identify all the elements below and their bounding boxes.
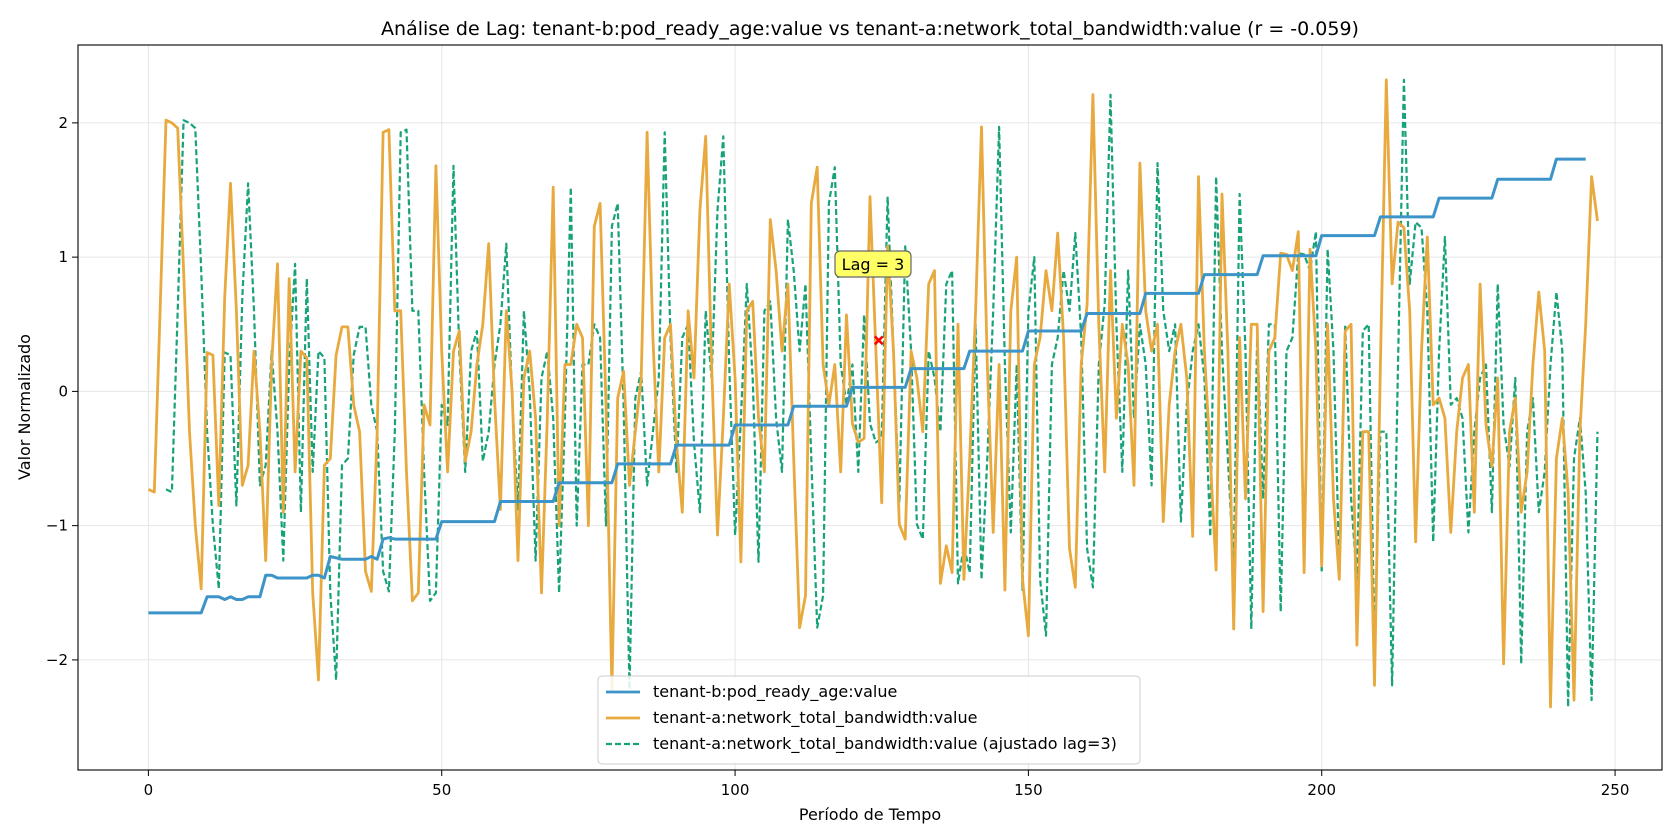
- x-tick-label: 150: [1014, 781, 1043, 799]
- lag-annotation: Lag = 3: [834, 250, 912, 278]
- axis-ticks: 0 50 100 150 200 250 −2 −1 0 1 2: [46, 114, 1630, 799]
- legend-label-bandwidth: tenant-a:network_total_bandwidth:value: [653, 708, 977, 728]
- marker-group: [873, 335, 884, 346]
- y-tick-label: 0: [58, 382, 68, 400]
- x-tick-label: 250: [1601, 781, 1630, 799]
- x-tick-label: 100: [721, 781, 750, 799]
- series-line-bandwidth-lagged: [165, 78, 1599, 709]
- annotation-text: Lag = 3: [842, 255, 905, 274]
- y-tick-label: 1: [58, 248, 68, 266]
- series-line-pod-ready-age: [148, 157, 1586, 615]
- chart-title: Análise de Lag: tenant-b:pod_ready_age:v…: [381, 18, 1359, 40]
- x-tick-label: 50: [432, 781, 451, 799]
- y-tick-label: −2: [46, 651, 68, 669]
- x-tick-label: 200: [1307, 781, 1336, 799]
- y-tick-label: −1: [46, 517, 68, 535]
- legend-label-pod-ready-age: tenant-b:pod_ready_age:value: [653, 682, 897, 702]
- x-tick-label: 0: [144, 781, 154, 799]
- y-axis-label: Valor Normalizado: [15, 334, 34, 480]
- chart-legend: tenant-b:pod_ready_age:value tenant-a:ne…: [597, 675, 1141, 765]
- lag-marker-stroke-b: [873, 335, 884, 346]
- legend-box: [597, 675, 1141, 765]
- legend-label-bandwidth-lagged: tenant-a:network_total_bandwidth:value (…: [653, 734, 1117, 754]
- plot-frame: [77, 44, 1663, 771]
- annotation-box: [834, 250, 912, 278]
- y-tick-label: 2: [58, 114, 68, 132]
- x-axis-label: Período de Tempo: [799, 805, 941, 824]
